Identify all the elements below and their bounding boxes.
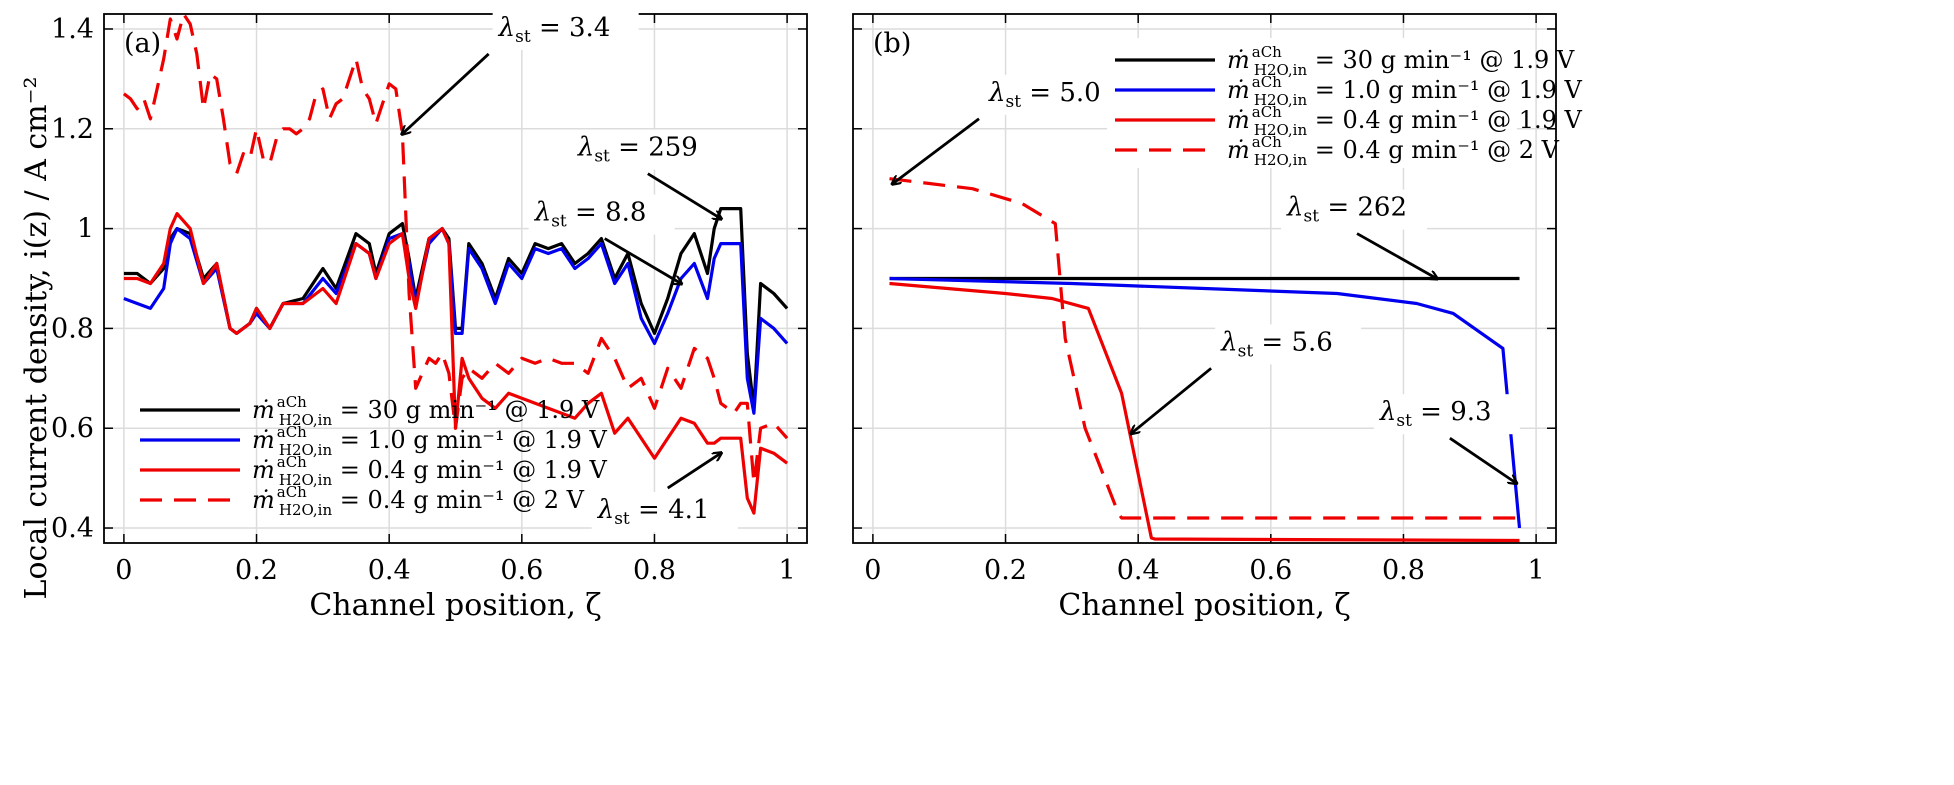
annotation-bg [983, 74, 1130, 115]
annotation-label: λst = 259 [577, 133, 698, 167]
series-line-0 [123, 207, 789, 410]
x-tick-label: 0.8 [633, 555, 676, 586]
annotation-bg [591, 492, 738, 533]
y-tick-label: 0.6 [51, 413, 94, 444]
x-tick-label: 0.6 [1249, 555, 1292, 586]
x-tick-label: 0 [115, 555, 132, 586]
x-tick-label: 0.8 [1382, 555, 1425, 586]
series-line-2 [889, 281, 1520, 543]
annotation-label: λst = 9.3 [1379, 397, 1492, 431]
y-tick-label: 0.8 [51, 313, 94, 344]
plot-frame [852, 13, 1557, 544]
x-tick-label: 0.6 [500, 555, 543, 586]
annotation-label: λst = 8.8 [534, 198, 647, 232]
panel-label: (b) [873, 28, 911, 59]
x-axis-label: Channel position, ζ [309, 588, 601, 623]
legend-entry: ṁ aCh H2O,in = 0.4 g min⁻¹ @ 2 V [1227, 133, 1560, 169]
annotation-label: λst = 5.0 [988, 78, 1101, 112]
x-axis-label: Channel position, ζ [1058, 588, 1350, 623]
x-tick-label: 0.2 [984, 555, 1027, 586]
panel-b: 0 0.2 0.4 0.6 0.8 1 (b) Channel position, ζ λst … [852, 13, 1583, 623]
x-tick-label: 0 [864, 555, 881, 586]
y-tick-label: 1 [77, 214, 94, 245]
annotation-label: λst = 5.6 [1220, 327, 1333, 361]
annotation-arrow [1132, 367, 1213, 433]
x-tick-label: 0.2 [235, 555, 278, 586]
panel-label: (a) [124, 28, 161, 59]
annotation-bg [1373, 394, 1520, 435]
x-tick-label: 1 [779, 555, 796, 586]
annotation-bg [1215, 324, 1362, 365]
annotation-label: λst = 4.1 [597, 495, 710, 529]
y-tick-label: 1.2 [51, 114, 94, 145]
annotation-bg [528, 194, 675, 235]
annotation-arrow [647, 172, 721, 219]
series-group [122, 14, 789, 515]
x-tick-label: 0.4 [1117, 555, 1160, 586]
y-tick-label: 0.4 [51, 513, 94, 544]
panel-a: 0 0.2 0.4 0.6 0.8 1 0.4 0.6 0.8 1 1.2 1.4 (a) Channel… [51, 9, 808, 623]
x-tick-label: 1 [1528, 555, 1545, 586]
annotation-arrow [1356, 232, 1437, 279]
annotation-bg [492, 9, 639, 50]
legend-entry: ṁ aCh H2O,in = 30 g min⁻¹ @ 1.9 V [252, 393, 600, 429]
series-line-3 [889, 177, 1520, 520]
legend: ṁ aCh H2O,in = 30 g min⁻¹ @ 1.9 Vṁ aCh H2O,i… [1107, 38, 1583, 169]
x-tick-label: 0.4 [368, 555, 411, 586]
series-line-3 [122, 14, 789, 485]
y-tick-label: 1.4 [51, 14, 94, 45]
annotation-label: λst = 3.4 [498, 13, 611, 47]
y-axis-label: Local current density, i(z) / A cm⁻² [19, 77, 54, 600]
annotation-arrow [893, 117, 980, 184]
annotation-arrow [402, 52, 490, 134]
annotation-arrow [1449, 437, 1516, 483]
annotation-label: λst = 262 [1286, 193, 1407, 227]
annotation-arrow [666, 453, 721, 490]
annotation-arrow [604, 237, 681, 284]
legend-entry: ṁ aCh H2O,in = 0.4 g min⁻¹ @ 1.9 V [252, 453, 608, 489]
plot-frame [103, 13, 808, 544]
legend: ṁ aCh H2O,in = 30 g min⁻¹ @ 1.9 Vṁ aCh H2O,i… [140, 393, 608, 519]
annotation-bg [1281, 189, 1428, 230]
legend-entry: ṁ aCh H2O,in = 30 g min⁻¹ @ 1.9 V [1227, 43, 1575, 79]
legend-entry: ṁ aCh H2O,in = 0.4 g min⁻¹ @ 2 V [252, 483, 585, 519]
legend-entry: ṁ aCh H2O,in = 1.0 g min⁻¹ @ 1.9 V [252, 423, 608, 459]
legend-entry: ṁ aCh H2O,in = 0.4 g min⁻¹ @ 1.9 V [1227, 103, 1583, 139]
legend-entry: ṁ aCh H2O,in = 1.0 g min⁻¹ @ 1.9 V [1227, 73, 1583, 109]
series-group [889, 177, 1522, 543]
series-line-1 [889, 276, 1522, 529]
annotation-bg [571, 129, 718, 170]
